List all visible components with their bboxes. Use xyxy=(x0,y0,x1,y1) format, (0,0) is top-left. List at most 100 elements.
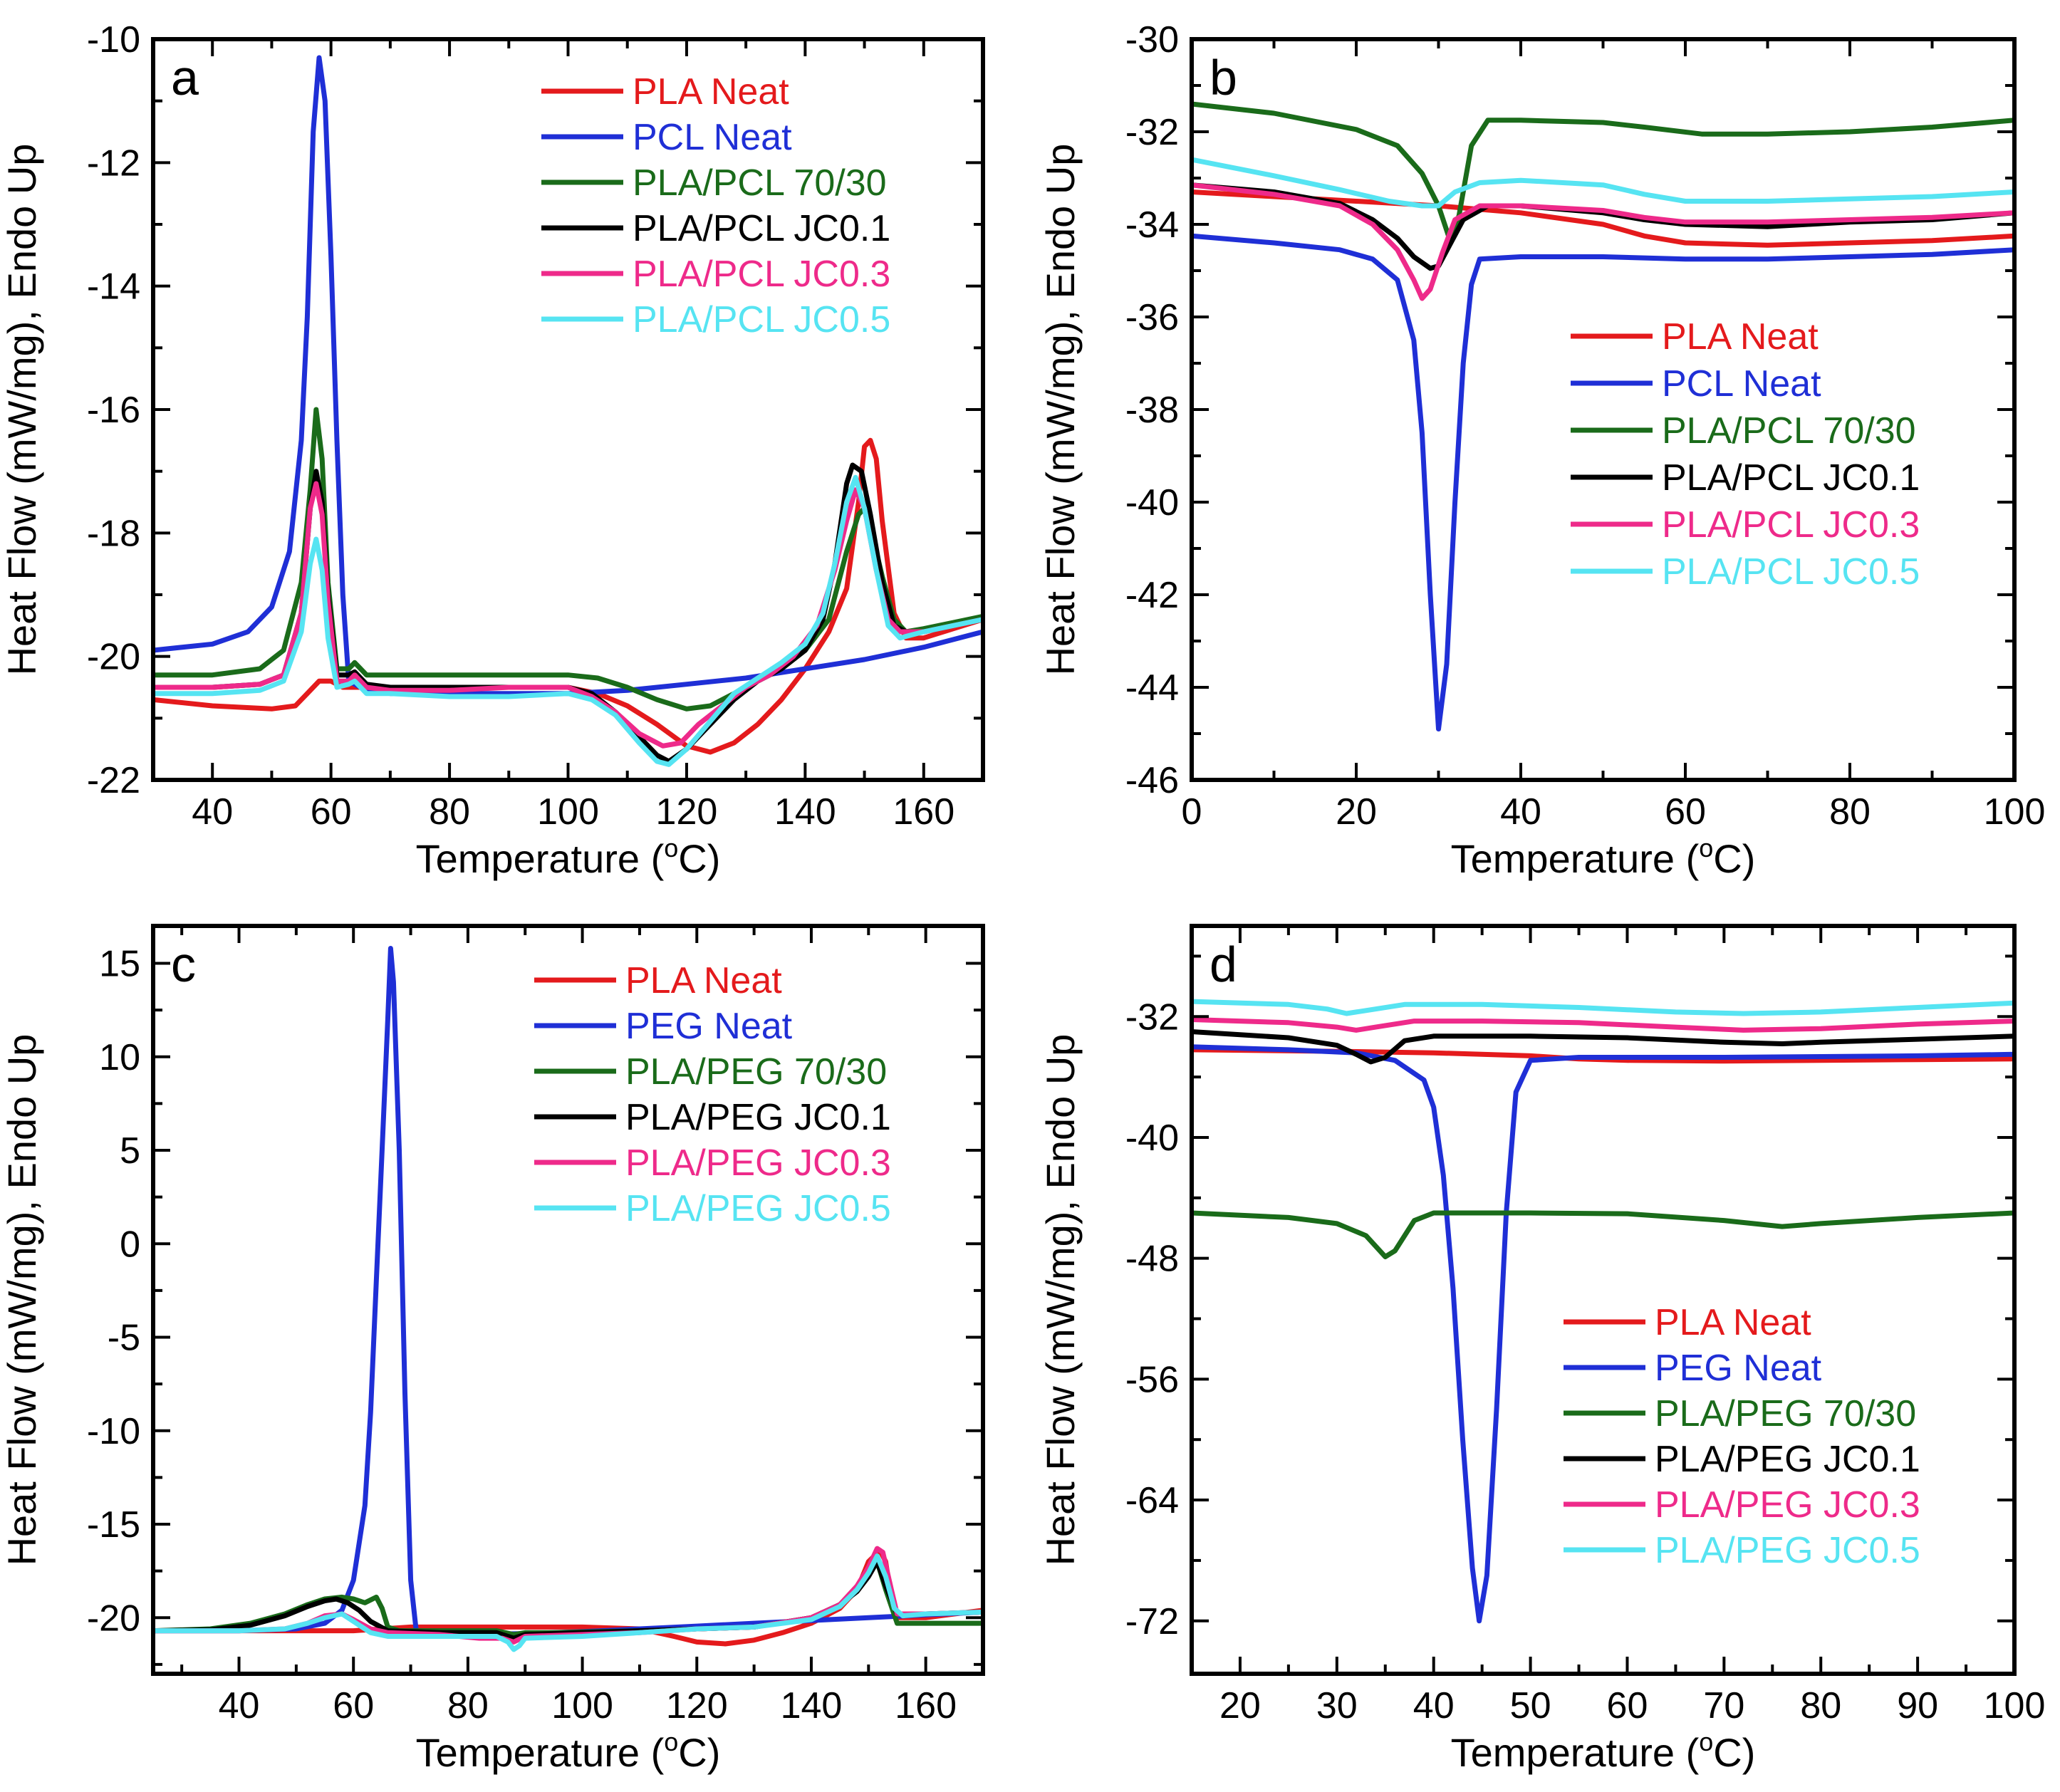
legend-label: PLA/PEG 70/30 xyxy=(625,1051,887,1093)
series-line-b-0 xyxy=(1192,189,2014,248)
legend-label: PLA/PEG JC0.5 xyxy=(1655,1530,1920,1571)
y-tick-label: -44 xyxy=(1125,667,1179,709)
series-line-d-4 xyxy=(1192,1017,2014,1033)
y-axis-label: Heat Flow (mW/mg), Endo Up xyxy=(0,1034,44,1566)
y-tick-label: -15 xyxy=(87,1504,140,1546)
legend-label: PLA/PCL 70/30 xyxy=(633,162,887,204)
x-tick-label: 30 xyxy=(1316,1685,1358,1726)
legend-label: PLA/PCL 70/30 xyxy=(1662,410,1916,452)
legend-label: PEG Neat xyxy=(625,1006,793,1047)
legend-label: PLA/PCL JC0.5 xyxy=(1662,551,1920,593)
x-tick-label: 100 xyxy=(1984,1685,2046,1726)
x-axis-label: Temperature (oC) xyxy=(416,1727,721,1775)
legend-label: PCL Neat xyxy=(1662,363,1821,405)
legend-label: PLA/PCL JC0.5 xyxy=(633,299,890,340)
series-line-b-5 xyxy=(1192,157,2014,209)
y-axis-label: Heat Flow (mW/mg), Endo Up xyxy=(1038,144,1083,676)
x-tick-label: 60 xyxy=(333,1685,374,1726)
series-line-d-3 xyxy=(1192,1029,2014,1065)
y-tick-label: -18 xyxy=(87,513,140,554)
panel-d: 20 30 40 50 60 70 80 90 100 -72 -64 -56 -48 -40 -32 Tem… xyxy=(1038,924,2046,1775)
x-tick-label: 120 xyxy=(656,791,718,833)
panel-letter: d xyxy=(1210,937,1237,992)
plot-frame xyxy=(1190,37,2017,782)
y-tick-label: -40 xyxy=(1125,482,1179,523)
x-tick-label: 50 xyxy=(1510,1685,1551,1726)
series-line-c-2 xyxy=(153,1559,983,1637)
legend-label: PLA/PEG JC0.1 xyxy=(1655,1439,1920,1480)
x-tick-label: 100 xyxy=(1984,791,2046,833)
plot-frame xyxy=(151,924,985,1676)
series-line-a-1 xyxy=(153,55,983,697)
panel-c: 40 60 80 100 120 140 160 -20 -15 -10 -5 0 5 10 15 Tempe… xyxy=(0,924,985,1775)
legend-label: PLA/PCL JC0.1 xyxy=(633,208,890,249)
y-tick-label: -40 xyxy=(1125,1118,1179,1159)
y-tick-label: -32 xyxy=(1125,996,1179,1038)
y-tick-label: -38 xyxy=(1125,390,1179,431)
x-tick-label: 90 xyxy=(1897,1685,1938,1726)
x-tick-label: 60 xyxy=(1665,791,1706,833)
panel-a: 40 60 80 100 120 140 160 -22 -20 -18 -16 -14 -12 -10 T… xyxy=(0,19,985,881)
series-line-c-1 xyxy=(153,946,983,1637)
plot-frame xyxy=(1190,924,2017,1676)
y-tick-label: -72 xyxy=(1125,1601,1179,1642)
y-tick-label: -5 xyxy=(108,1318,140,1359)
panel-letter: c xyxy=(171,937,196,992)
legend-label: PLA Neat xyxy=(633,71,789,113)
y-tick-label: -16 xyxy=(87,390,140,431)
x-tick-label: 40 xyxy=(192,791,233,833)
x-tick-label: 140 xyxy=(781,1685,843,1726)
y-tick-label: 15 xyxy=(99,944,140,985)
panel-letter: b xyxy=(1210,50,1237,105)
y-tick-label: 0 xyxy=(120,1224,140,1265)
panel-b: 0 20 40 60 80 100 -46 -44 -42 -40 -38 -36 -34 -32 -30 T… xyxy=(1038,19,2045,881)
x-tick-label: 100 xyxy=(537,791,599,833)
y-tick-label: -34 xyxy=(1125,204,1179,246)
y-tick-label: -32 xyxy=(1125,112,1179,153)
x-tick-label: 140 xyxy=(774,791,836,833)
x-tick-label: 20 xyxy=(1336,791,1377,833)
y-tick-label: 10 xyxy=(99,1037,140,1078)
x-axis-label: Temperature (oC) xyxy=(416,833,721,881)
y-tick-label: -42 xyxy=(1125,575,1179,616)
x-tick-label: 100 xyxy=(551,1685,613,1726)
legend-label: PLA/PEG JC0.3 xyxy=(1655,1484,1920,1526)
legend: PLA Neat PCL Neat PLA/PCL 70/30 PLA/PCL JC0… xyxy=(1571,316,1920,593)
x-tick-label: 80 xyxy=(447,1685,489,1726)
x-tick-label: 80 xyxy=(1800,1685,1841,1726)
y-tick-label: -22 xyxy=(87,760,140,801)
x-tick-label: 160 xyxy=(893,791,954,833)
x-tick-label: 120 xyxy=(666,1685,728,1726)
y-axis-label: Heat Flow (mW/mg), Endo Up xyxy=(0,144,44,676)
legend-label: PLA/PCL JC0.1 xyxy=(1662,457,1920,499)
series-line-c-5 xyxy=(153,1553,983,1652)
x-tick-label: 40 xyxy=(219,1685,260,1726)
series-line-d-2 xyxy=(1192,1210,2014,1259)
x-tick-label: 0 xyxy=(1182,791,1202,833)
plot-frame xyxy=(151,37,985,782)
y-tick-label: -20 xyxy=(87,637,140,678)
series-line-b-3 xyxy=(1192,182,2014,271)
y-tick-label: -20 xyxy=(87,1598,140,1639)
x-tick-label: 160 xyxy=(895,1685,957,1726)
x-tick-label: 40 xyxy=(1413,1685,1455,1726)
x-tick-label: 60 xyxy=(1607,1685,1648,1726)
x-tick-label: 80 xyxy=(1829,791,1871,833)
y-tick-label: -10 xyxy=(87,1411,140,1452)
y-tick-label: -12 xyxy=(87,142,140,184)
legend-label: PLA/PEG JC0.3 xyxy=(625,1142,891,1184)
legend-label: PLA/PEG JC0.1 xyxy=(625,1097,891,1138)
series-line-d-1 xyxy=(1192,1044,2014,1624)
x-tick-label: 70 xyxy=(1703,1685,1744,1726)
x-tick-label: 60 xyxy=(311,791,352,833)
series-line-b-2 xyxy=(1192,101,2014,246)
y-tick-label: -36 xyxy=(1125,297,1179,338)
legend-label: PLA/PEG 70/30 xyxy=(1655,1393,1916,1434)
y-tick-label: -14 xyxy=(87,266,140,308)
y-tick-label: -48 xyxy=(1125,1239,1179,1280)
legend-label: PLA Neat xyxy=(1662,316,1819,358)
legend-label: PLA/PEG JC0.5 xyxy=(625,1188,891,1229)
